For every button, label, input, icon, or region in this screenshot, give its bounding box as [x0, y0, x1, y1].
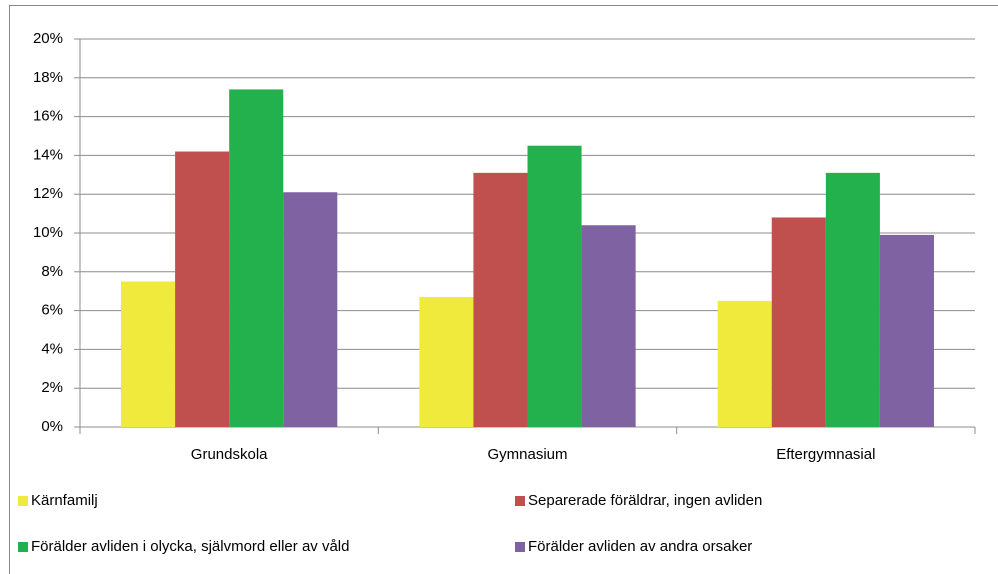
- bar: [581, 225, 636, 427]
- legend-swatch: [515, 496, 525, 506]
- y-tick-label: 2%: [41, 379, 63, 396]
- legend-swatch: [515, 542, 525, 552]
- y-tick-label: 8%: [41, 263, 63, 280]
- y-tick-label: 6%: [41, 302, 63, 319]
- bar: [283, 192, 338, 427]
- y-tick-label: 18%: [33, 69, 63, 86]
- y-tick-label: 4%: [41, 340, 63, 357]
- bar: [771, 217, 826, 427]
- bar: [121, 281, 176, 427]
- x-tick-label: Grundskola: [191, 446, 268, 463]
- legend-swatch: [18, 542, 28, 552]
- y-tick-label: 10%: [33, 224, 63, 241]
- bar: [229, 89, 284, 427]
- y-tick-label: 20%: [33, 30, 63, 47]
- x-tick-label: Gymnasium: [487, 446, 567, 463]
- y-tick-label: 16%: [33, 108, 63, 125]
- bar: [175, 151, 230, 427]
- bar: [419, 297, 474, 427]
- legend-label: Separerade föräldrar, ingen avliden: [528, 492, 762, 509]
- y-tick-label: 14%: [33, 146, 63, 163]
- y-tick-label: 12%: [33, 185, 63, 202]
- bar: [825, 172, 880, 427]
- y-tick-label: 0%: [41, 418, 63, 435]
- bar: [879, 234, 934, 427]
- legend-label: Kärnfamilj: [31, 492, 98, 509]
- legend-swatch: [18, 496, 28, 506]
- legend-label: Förälder avliden i olycka, självmord ell…: [31, 538, 349, 555]
- bar: [473, 172, 528, 427]
- bar: [527, 145, 582, 427]
- legend-label: Förälder avliden av andra orsaker: [528, 538, 752, 555]
- bar: [717, 300, 772, 427]
- x-tick-label: Eftergymnasial: [776, 446, 875, 463]
